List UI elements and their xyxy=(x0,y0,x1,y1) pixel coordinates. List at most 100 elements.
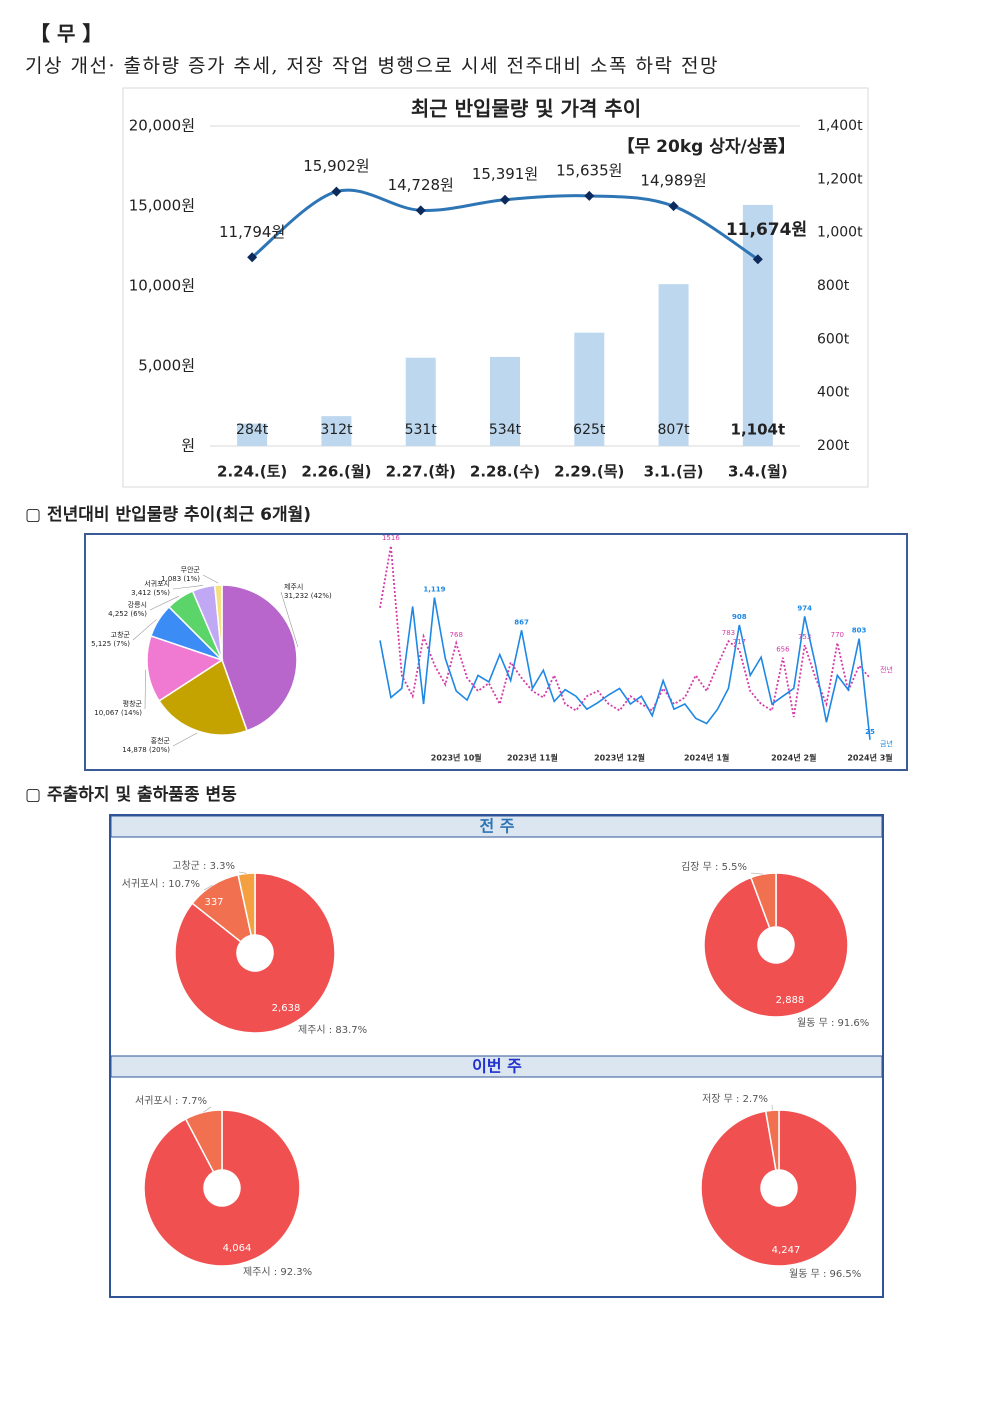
donut-slice xyxy=(749,872,777,930)
x-tick-label: 2024년 1월 xyxy=(684,753,729,763)
summary: 기상 개선· 출하량 증가 추세, 저장 작업 병행으로 시세 전주대비 소폭 … xyxy=(25,55,719,77)
series-name: 금년 xyxy=(880,739,893,748)
y2-tick-label: 200t xyxy=(817,438,850,454)
slice-name: 제주시 xyxy=(298,1024,326,1036)
price-marker xyxy=(415,205,426,216)
bar-label: 312t xyxy=(320,422,353,438)
separator: : xyxy=(326,1025,336,1036)
point-label: 783 xyxy=(722,629,735,637)
slice-value: 3.3% xyxy=(210,861,235,872)
price-marker xyxy=(331,186,342,197)
price-label: 15,635원 xyxy=(556,161,622,179)
slice-value: 31,232 (42%) xyxy=(284,592,332,600)
price-marker xyxy=(500,194,510,205)
price-marker xyxy=(668,201,679,212)
slice-value: 7.7% xyxy=(182,1096,207,1107)
count-label: 337 xyxy=(204,897,223,908)
slice-value: 91.6% xyxy=(838,1018,870,1029)
slice-value: 3,412 (5%) xyxy=(131,589,170,597)
price-label: 14,989원 xyxy=(640,172,706,190)
slice-name: 월동 무 xyxy=(789,1268,820,1280)
count-label: 2,638 xyxy=(272,1003,301,1014)
price-marker xyxy=(584,190,595,201)
slice-value: 96.5% xyxy=(830,1269,862,1280)
separator: : xyxy=(271,1267,281,1278)
slice-name: 고창군 xyxy=(172,860,200,872)
donut-slice xyxy=(764,1109,780,1172)
chart-annotation: 【무 20kg 상자/상품】 xyxy=(618,136,795,157)
x-tick-label: 3.1.(금) xyxy=(644,463,704,481)
y2-tick-label: 1,400t xyxy=(817,118,863,134)
separator: : xyxy=(172,1096,182,1107)
leader-line xyxy=(202,574,219,584)
separator: : xyxy=(828,1018,838,1029)
page-title: 【 무 】 xyxy=(30,22,102,46)
pie-slice xyxy=(158,658,248,736)
series-name: 전년 xyxy=(880,665,893,674)
donut-label: 월동 무 : 96.5% xyxy=(789,1268,861,1280)
bar xyxy=(405,357,436,446)
pie-slice xyxy=(146,634,224,702)
y2-tick-label: 800t xyxy=(817,278,850,294)
slice-name: 평창군 xyxy=(123,699,143,708)
x-tick-label: 2.29.(목) xyxy=(554,463,624,481)
slice-name: 제주시 xyxy=(284,583,303,591)
donut-slice xyxy=(174,872,336,1034)
y-tick-label: 20,000원 xyxy=(129,117,195,135)
price-marker xyxy=(247,252,258,263)
point-label: 908 xyxy=(732,613,747,621)
slice-value: 92.3% xyxy=(280,1267,312,1278)
separator: : xyxy=(200,861,210,872)
x-tick-label: 2024년 3월 xyxy=(847,753,892,763)
x-tick-label: 2023년 12월 xyxy=(594,753,645,763)
donut-label: 고창군 : 3.3% xyxy=(172,860,235,872)
row-label: 전 주 xyxy=(479,817,514,836)
price-label: 14,728원 xyxy=(388,176,454,194)
donut-label: 김장 무 : 5.5% xyxy=(681,861,747,873)
point-label: 656 xyxy=(776,646,790,654)
donut-label: 서귀포시 : 10.7% xyxy=(122,878,200,890)
y2-tick-label: 1,000t xyxy=(817,225,863,241)
bar-label: 1,104t xyxy=(731,421,786,439)
separator: : xyxy=(712,862,722,873)
slice-name: 홍천군 xyxy=(151,736,171,745)
donut-label: 서귀포시 : 7.7% xyxy=(135,1095,207,1107)
y-tick-label: 5,000원 xyxy=(138,357,195,375)
point-label: 1516 xyxy=(382,534,400,542)
pie-slice xyxy=(221,584,298,732)
leader-line xyxy=(172,585,203,590)
donut-label: 저장 무 : 2.7% xyxy=(702,1093,768,1105)
separator: : xyxy=(733,1094,743,1105)
bar xyxy=(321,416,352,446)
bar-label: 284t xyxy=(236,422,269,438)
slice-name: 김장 무 xyxy=(681,861,712,873)
y-tick-label: 10,000원 xyxy=(129,277,195,295)
y2-tick-label: 1,200t xyxy=(817,171,863,187)
donut-label: 제주시 : 92.3% xyxy=(243,1266,312,1278)
slice-value: 10.7% xyxy=(168,879,200,890)
bar xyxy=(237,423,268,446)
leader-line xyxy=(750,872,764,875)
row-header xyxy=(110,815,883,838)
slice-name: 서귀포시 xyxy=(135,1095,172,1107)
chart-title: 최근 반입물량 및 가격 추이 xyxy=(411,97,641,121)
bar xyxy=(742,204,773,446)
section-heading: ▢ 전년대비 반입물량 추이(최근 6개월) xyxy=(25,505,311,525)
bar-label: 534t xyxy=(489,422,522,438)
slice-value: 5,125 (7%) xyxy=(91,640,130,648)
x-tick-label: 2023년 11월 xyxy=(507,753,558,763)
separator: : xyxy=(158,879,168,890)
point-label: 717 xyxy=(733,638,746,646)
point-label: 770 xyxy=(831,631,844,639)
slice-value: 14,878 (20%) xyxy=(122,746,170,754)
donut-slice xyxy=(237,872,256,937)
pie-slice xyxy=(213,584,223,661)
y2-tick-label: 400t xyxy=(817,385,850,401)
slice-value: 83.7% xyxy=(335,1025,367,1036)
slice-name: 제주시 xyxy=(243,1266,271,1278)
separator: : xyxy=(820,1269,830,1280)
slice-value: 4,252 (6%) xyxy=(108,610,147,618)
bar-label: 531t xyxy=(405,422,438,438)
price-label: 11,794원 xyxy=(219,223,285,241)
point-label: 803 xyxy=(852,627,867,635)
